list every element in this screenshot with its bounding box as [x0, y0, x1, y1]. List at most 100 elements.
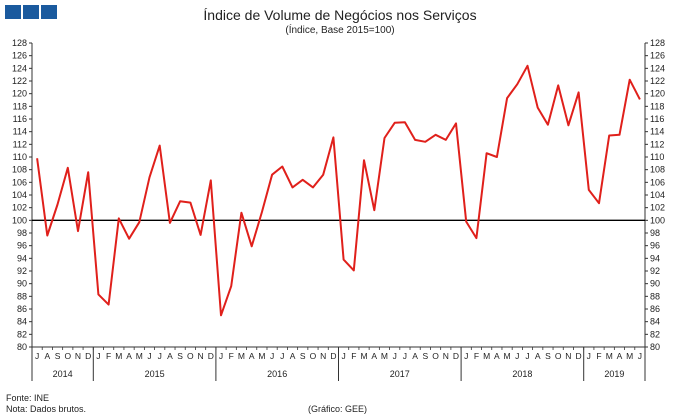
y-tick-label-right: 120 [650, 89, 665, 99]
x-month-label: M [483, 351, 490, 361]
x-month-label: A [44, 351, 50, 361]
x-month-label: J [158, 351, 162, 361]
y-tick-label-right: 80 [650, 342, 660, 352]
y-tick-label-left: 100 [12, 215, 27, 225]
x-month-label: D [208, 351, 214, 361]
x-month-label: M [115, 351, 122, 361]
x-month-label: A [249, 351, 255, 361]
x-month-label: O [64, 351, 71, 361]
logo-square-icon [23, 5, 39, 19]
y-tick-label-left: 106 [12, 177, 27, 187]
x-month-label: A [167, 351, 173, 361]
x-month-label: O [555, 351, 562, 361]
chart-subtitle: (Índice, Base 2015=100) [285, 25, 395, 36]
y-tick-label-right: 98 [650, 228, 660, 238]
x-month-label: J [341, 351, 345, 361]
y-tick-label-right: 102 [650, 203, 665, 213]
y-tick-label-right: 86 [650, 304, 660, 314]
y-tick-label-right: 84 [650, 317, 660, 327]
y-tick-label-left: 84 [17, 317, 27, 327]
y-tick-label-left: 120 [12, 89, 27, 99]
three-blue-squares-logo [5, 5, 59, 24]
y-tick-label-right: 94 [650, 253, 660, 263]
y-tick-label-right: 118 [650, 101, 664, 111]
x-month-label: J [587, 351, 591, 361]
y-tick-label-left: 128 [12, 38, 27, 48]
y-tick-label-right: 124 [650, 63, 665, 73]
y-tick-label-left: 112 [13, 139, 27, 149]
x-month-label: S [300, 351, 306, 361]
y-tick-label-left: 86 [17, 304, 27, 314]
x-month-label: F [229, 351, 234, 361]
y-tick-label-left: 116 [13, 114, 27, 124]
x-month-label: M [606, 351, 613, 361]
x-month-label: J [403, 351, 407, 361]
x-month-label: S [177, 351, 183, 361]
x-month-label: J [525, 351, 529, 361]
x-year-label: 2016 [267, 369, 287, 379]
x-month-label: J [96, 351, 100, 361]
y-tick-label-right: 104 [650, 190, 665, 200]
x-month-label: A [290, 351, 296, 361]
y-tick-label-right: 112 [650, 139, 664, 149]
y-tick-label-left: 118 [13, 101, 27, 111]
x-month-label: S [545, 351, 551, 361]
x-month-label: M [258, 351, 265, 361]
logo-square-icon [5, 5, 21, 19]
x-month-label: N [75, 351, 81, 361]
x-month-label: J [515, 351, 519, 361]
x-month-label: O [187, 351, 194, 361]
x-month-label: M [626, 351, 633, 361]
x-month-label: J [219, 351, 223, 361]
y-tick-label-right: 116 [650, 114, 664, 124]
y-tick-label-right: 90 [650, 279, 660, 289]
x-year-label: 2018 [512, 369, 532, 379]
x-month-label: A [617, 351, 623, 361]
y-tick-label-right: 92 [650, 266, 660, 276]
x-month-label: O [432, 351, 439, 361]
y-tick-label-left: 104 [12, 190, 27, 200]
x-month-label: N [320, 351, 326, 361]
x-month-label: M [238, 351, 245, 361]
data-note: Nota: Dados brutos. [6, 404, 87, 414]
y-tick-label-left: 126 [12, 51, 27, 61]
x-month-label: J [280, 351, 284, 361]
x-month-label: O [310, 351, 317, 361]
logo-square-icon [41, 5, 57, 19]
x-month-label: D [85, 351, 91, 361]
y-tick-label-right: 114 [650, 127, 664, 137]
chart-credit: (Gráfico: GEE) [308, 404, 368, 414]
x-month-label: J [35, 351, 39, 361]
y-tick-label-right: 110 [650, 152, 664, 162]
y-tick-label-right: 126 [650, 51, 665, 61]
y-tick-label-right: 128 [650, 38, 665, 48]
x-month-label: S [423, 351, 429, 361]
x-month-label: N [565, 351, 571, 361]
x-month-label: F [474, 351, 479, 361]
x-month-label: J [638, 351, 642, 361]
x-year-label: 2014 [53, 369, 73, 379]
x-month-label: F [596, 351, 601, 361]
y-tick-label-left: 94 [17, 253, 27, 263]
y-tick-label-right: 106 [650, 177, 665, 187]
x-month-label: F [106, 351, 111, 361]
y-tick-label-left: 88 [17, 291, 27, 301]
x-month-label: D [330, 351, 336, 361]
y-tick-label-right: 88 [650, 291, 660, 301]
y-tick-label-left: 114 [13, 127, 27, 137]
x-month-label: M [504, 351, 511, 361]
y-tick-label-right: 108 [650, 165, 665, 175]
y-tick-label-left: 124 [12, 63, 27, 73]
y-tick-label-right: 122 [650, 76, 665, 86]
x-month-label: M [360, 351, 367, 361]
x-month-label: J [270, 351, 274, 361]
x-month-label: A [535, 351, 541, 361]
x-month-label: A [494, 351, 500, 361]
y-tick-label-left: 122 [12, 76, 27, 86]
source-note: Fonte: INE [6, 393, 50, 403]
x-year-label: 2019 [604, 369, 624, 379]
y-tick-label-left: 82 [17, 329, 27, 339]
y-tick-label-left: 96 [17, 241, 27, 251]
x-month-label: J [464, 351, 468, 361]
